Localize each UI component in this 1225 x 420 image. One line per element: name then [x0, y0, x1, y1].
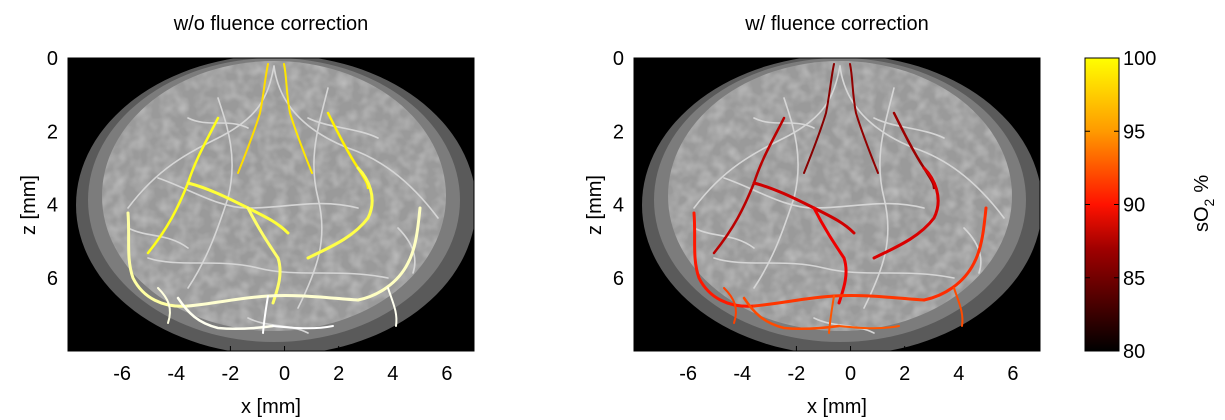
tissue-vessel [307, 117, 379, 139]
vessel-so2 [849, 63, 879, 174]
tissue-texture [102, 61, 446, 331]
y-tick-label: 2 [613, 121, 624, 143]
y-tick-label: 6 [47, 268, 58, 290]
vessel-so2 [742, 296, 841, 331]
y-tick-label: 4 [613, 195, 624, 217]
vessel-so2 [723, 287, 737, 324]
x-axis-label: x [mm] [807, 396, 867, 418]
tissue-vessel [839, 65, 1005, 219]
vessel-so2 [387, 287, 398, 327]
tissue-vessel [127, 65, 275, 209]
x-tick-label: 2 [899, 363, 910, 385]
x-tick-label: -6 [113, 363, 131, 385]
x-tick-label: 4 [387, 363, 398, 385]
tissue-vessel [187, 117, 249, 129]
colorbar-tick-label: 80 [1123, 341, 1145, 363]
y-tick-label: 2 [47, 121, 58, 143]
y-tick-label: 6 [613, 268, 624, 290]
image-area [68, 58, 474, 351]
vessel-overlay [126, 63, 439, 334]
colorbar: 80 85 90 95 100 sO2% [1084, 48, 1217, 363]
x-tick-labels: -6 -4 -2 0 2 4 6 [679, 346, 1018, 385]
vessel-group [126, 63, 439, 334]
colorbar-gradient [1084, 57, 1120, 352]
x-tick-label: -4 [733, 363, 751, 385]
panel-without-correction: w/o fluence correction -6 -4 -2 0 2 4 6 0 2 4 6 x… [18, 13, 475, 418]
vessel-so2 [692, 211, 756, 308]
y-tick-labels: 0 2 4 6 [613, 48, 639, 290]
panel-title: w/ fluence correction [744, 13, 928, 35]
vessel-so2 [126, 211, 190, 308]
y-tick-label: 0 [613, 48, 624, 70]
vessel-so2 [283, 63, 313, 174]
colorbar-tick-label: 95 [1123, 121, 1145, 143]
x-tick-label: 0 [279, 363, 290, 385]
tissue-vessel [873, 117, 945, 139]
x-tick-label: 6 [441, 363, 452, 385]
tissue-vessel [147, 257, 389, 279]
vessel-overlay [692, 63, 1005, 334]
vessel-so2 [237, 63, 269, 174]
vessel-so2 [246, 206, 282, 305]
x-tick-label: 4 [953, 363, 964, 385]
y-tick-label: 4 [47, 195, 58, 217]
tissue-vessel [127, 227, 189, 249]
tissue-vessel [713, 257, 955, 279]
colorbar-tick-labels: 80 85 90 95 100 [1085, 48, 1156, 363]
colorbar-tick-label: 85 [1123, 268, 1145, 290]
colorbar-label-main: sO [1191, 206, 1213, 232]
vessel-so2 [176, 296, 275, 331]
y-tick-label: 0 [47, 48, 58, 70]
panel-title: w/o fluence correction [173, 13, 369, 35]
tissue-vessel [753, 117, 815, 129]
x-tick-label: 6 [1007, 363, 1018, 385]
tissue-vessel [693, 227, 755, 249]
x-tick-label: -2 [222, 363, 240, 385]
vessel-so2 [272, 325, 334, 330]
colorbar-label-sub: 2 [1201, 198, 1217, 206]
vessel-so2 [953, 287, 964, 327]
panel-with-correction: w/ fluence correction -6 -4 -2 0 2 4 6 0 2 4 6 x … [584, 13, 1041, 418]
tissue-texture [668, 61, 1012, 331]
vessel-so2 [812, 206, 848, 305]
x-axis-label: x [mm] [241, 396, 301, 418]
tissue-vessel [273, 65, 439, 219]
vessel-so2 [872, 166, 940, 260]
y-axis-label: z [mm] [584, 175, 606, 235]
colorbar-tick-label: 90 [1123, 195, 1145, 217]
vessel-so2 [157, 287, 171, 324]
x-tick-label: 0 [845, 363, 856, 385]
colorbar-label-unit: % [1191, 175, 1213, 193]
vessel-so2 [803, 63, 835, 174]
vessel-so2 [838, 325, 900, 330]
colorbar-tick-label: 100 [1123, 48, 1156, 70]
x-tick-label: 2 [333, 363, 344, 385]
y-tick-labels: 0 2 4 6 [47, 48, 73, 290]
tissue-vessel [693, 65, 841, 209]
x-tick-label: -2 [788, 363, 806, 385]
image-area [634, 58, 1040, 351]
x-tick-label: -6 [679, 363, 697, 385]
x-tick-label: -4 [167, 363, 185, 385]
vessel-group [692, 63, 1005, 334]
vessel-so2 [262, 295, 269, 334]
vessel-so2 [922, 206, 988, 302]
vessel-so2 [828, 295, 835, 334]
x-tick-labels: -6 -4 -2 0 2 4 6 [113, 346, 452, 385]
vessel-so2 [356, 206, 422, 302]
colorbar-label: sO2% [1191, 175, 1217, 232]
vessel-so2 [306, 166, 374, 260]
y-axis-label: z [mm] [18, 175, 40, 235]
